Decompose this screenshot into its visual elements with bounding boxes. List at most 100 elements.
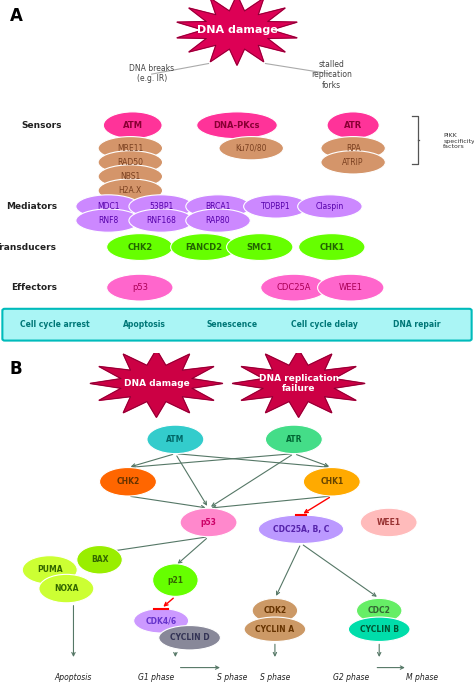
Text: RAD50: RAD50	[118, 158, 143, 167]
Text: CDK2: CDK2	[264, 606, 286, 615]
Text: DNA-PKcs: DNA-PKcs	[214, 121, 260, 130]
Ellipse shape	[153, 564, 198, 597]
Text: p53: p53	[201, 518, 217, 527]
Text: ATR: ATR	[286, 435, 302, 444]
Polygon shape	[90, 349, 223, 417]
Ellipse shape	[98, 179, 163, 202]
Text: TOPBP1: TOPBP1	[261, 202, 291, 211]
Ellipse shape	[299, 234, 365, 260]
Text: MDC1: MDC1	[97, 202, 119, 211]
Text: NBS1: NBS1	[120, 172, 140, 181]
Ellipse shape	[252, 599, 298, 623]
Text: PIKK
specificity
factors: PIKK specificity factors	[443, 133, 474, 149]
Text: Sensors: Sensors	[21, 121, 62, 130]
Ellipse shape	[147, 425, 204, 454]
Text: CDC25A: CDC25A	[277, 283, 311, 292]
Text: A: A	[9, 7, 22, 25]
Ellipse shape	[77, 545, 122, 574]
Ellipse shape	[327, 112, 379, 138]
Text: p53: p53	[132, 283, 148, 292]
Ellipse shape	[103, 112, 162, 138]
Text: DNA damage: DNA damage	[124, 379, 189, 388]
Text: Cell cycle delay: Cell cycle delay	[291, 320, 358, 329]
Ellipse shape	[129, 195, 193, 218]
Ellipse shape	[98, 151, 163, 174]
Text: BRCA1: BRCA1	[205, 202, 231, 211]
Text: Cell cycle arrest: Cell cycle arrest	[20, 320, 89, 329]
Ellipse shape	[265, 425, 322, 454]
Text: CHK2: CHK2	[116, 477, 140, 486]
Ellipse shape	[298, 195, 362, 218]
Text: M phase: M phase	[406, 673, 438, 682]
Text: DNA damage: DNA damage	[197, 25, 277, 35]
Text: ATM: ATM	[123, 121, 143, 130]
Text: RPA: RPA	[346, 144, 361, 153]
Ellipse shape	[180, 508, 237, 537]
Text: Transducers: Transducers	[0, 242, 57, 252]
Text: Senescence: Senescence	[207, 320, 258, 329]
Ellipse shape	[100, 468, 156, 496]
Text: RNF8: RNF8	[98, 216, 118, 225]
Ellipse shape	[76, 209, 140, 233]
Ellipse shape	[107, 274, 173, 301]
Text: DNA breaks
(e.g. IR): DNA breaks (e.g. IR)	[129, 64, 174, 83]
Ellipse shape	[134, 608, 189, 633]
Text: p21: p21	[167, 576, 183, 585]
Text: G1 phase: G1 phase	[138, 673, 174, 682]
Text: DNA replication
failure: DNA replication failure	[258, 374, 339, 393]
Text: CHK2: CHK2	[127, 242, 153, 252]
Ellipse shape	[303, 468, 360, 496]
Text: Ku70/80: Ku70/80	[236, 144, 267, 153]
Ellipse shape	[244, 617, 306, 641]
Ellipse shape	[159, 626, 220, 650]
Polygon shape	[232, 349, 365, 417]
Text: Apoptosis: Apoptosis	[123, 320, 166, 329]
Text: RAP80: RAP80	[206, 216, 230, 225]
Text: B: B	[9, 360, 22, 378]
Ellipse shape	[219, 136, 283, 160]
Text: CHK1: CHK1	[319, 242, 345, 252]
Text: ATR: ATR	[344, 121, 362, 130]
Ellipse shape	[186, 209, 250, 233]
Text: G2 phase: G2 phase	[333, 673, 369, 682]
Text: CDC2: CDC2	[368, 606, 391, 615]
Ellipse shape	[348, 617, 410, 641]
Text: H2A.X: H2A.X	[118, 186, 142, 195]
Text: PUMA: PUMA	[37, 565, 63, 574]
Text: FANCD2: FANCD2	[185, 242, 222, 252]
Text: WEE1: WEE1	[339, 283, 363, 292]
Text: Claspin: Claspin	[316, 202, 344, 211]
Ellipse shape	[22, 556, 77, 584]
Ellipse shape	[321, 136, 385, 160]
Ellipse shape	[76, 195, 140, 218]
Text: CYCLIN B: CYCLIN B	[360, 625, 399, 634]
Text: DNA repair: DNA repair	[393, 320, 441, 329]
Ellipse shape	[98, 165, 163, 188]
Ellipse shape	[321, 151, 385, 174]
Ellipse shape	[186, 195, 250, 218]
Ellipse shape	[197, 112, 277, 138]
Text: stalled
replication
forks: stalled replication forks	[311, 60, 352, 90]
Ellipse shape	[227, 234, 293, 260]
Ellipse shape	[107, 234, 173, 260]
Text: BAX: BAX	[91, 555, 108, 564]
Text: NOXA: NOXA	[54, 584, 79, 593]
Text: RNF168: RNF168	[146, 216, 176, 225]
Ellipse shape	[258, 515, 344, 543]
Text: S phase: S phase	[260, 673, 290, 682]
Text: CDC25A, B, C: CDC25A, B, C	[273, 525, 329, 534]
Ellipse shape	[360, 508, 417, 537]
Ellipse shape	[244, 195, 308, 218]
Ellipse shape	[39, 574, 94, 603]
Text: WEE1: WEE1	[377, 518, 401, 527]
Text: ATRIP: ATRIP	[342, 158, 364, 167]
Ellipse shape	[171, 234, 237, 260]
Polygon shape	[177, 0, 297, 65]
Text: MRE11: MRE11	[117, 144, 144, 153]
Ellipse shape	[98, 136, 163, 160]
Text: ATM: ATM	[166, 435, 184, 444]
Text: S phase: S phase	[217, 673, 247, 682]
Ellipse shape	[356, 599, 402, 623]
Text: CHK1: CHK1	[320, 477, 344, 486]
Text: 53BP1: 53BP1	[149, 202, 173, 211]
